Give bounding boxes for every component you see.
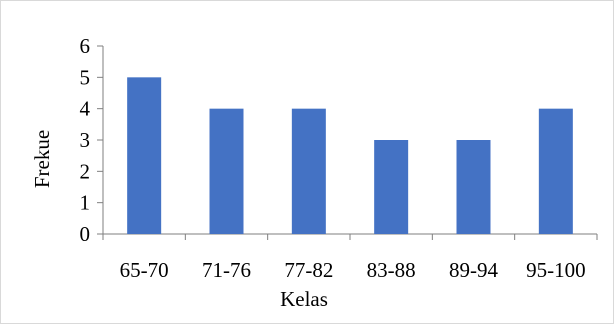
y-tick-label: 5: [80, 65, 91, 89]
bar-71-76: [209, 108, 244, 234]
bars: [127, 77, 573, 234]
x-axis-title: Kelas: [280, 287, 328, 311]
y-tick-label: 6: [80, 34, 91, 58]
y-tick-label: 1: [80, 191, 91, 215]
x-tick-label: 89-94: [449, 258, 498, 282]
y-tick-label: 2: [80, 159, 91, 183]
x-tick-label: 65-70: [120, 258, 169, 282]
bar-95-100: [538, 108, 573, 234]
bar-65-70: [127, 77, 162, 234]
y-tick-label: 0: [80, 222, 91, 246]
x-axis: 65-70 71-76 77-82 83-88 89-94 95-100: [102, 233, 598, 282]
x-tick-label: 83-88: [367, 258, 416, 282]
bar-83-88: [374, 140, 409, 234]
bar-77-82: [291, 108, 326, 234]
bar-89-94: [456, 140, 491, 234]
y-axis: 0 1 2 3 4 5 6: [80, 34, 104, 246]
y-tick-label: 3: [80, 128, 91, 152]
y-axis-title: Frekue: [30, 130, 54, 188]
x-tick-label: 95-100: [526, 258, 586, 282]
y-tick-label: 4: [80, 97, 91, 121]
x-tick-label: 71-76: [202, 258, 251, 282]
x-tick-label: 77-82: [284, 258, 333, 282]
